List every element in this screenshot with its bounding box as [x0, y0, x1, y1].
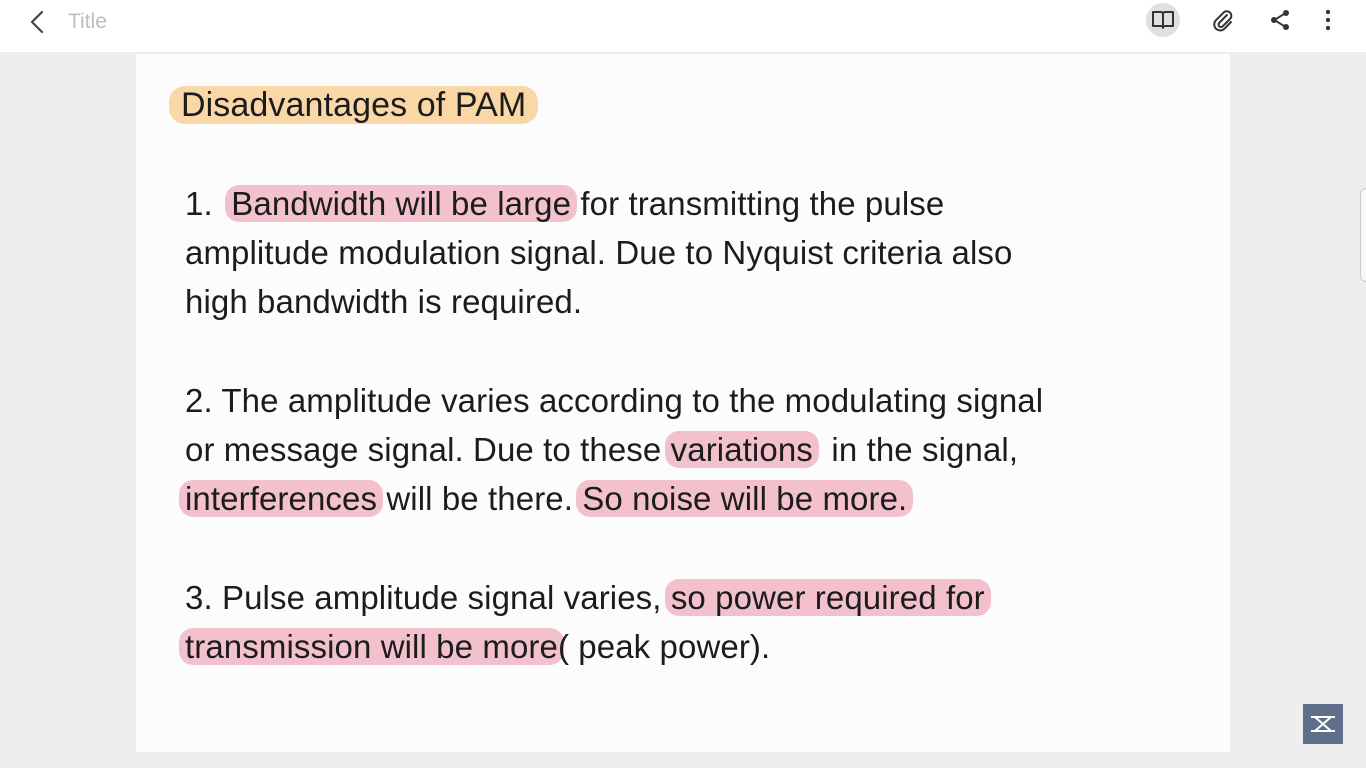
paperclip-icon	[1213, 10, 1233, 32]
reading-mode-button[interactable]	[1146, 3, 1180, 37]
point-1-number: 1.	[185, 185, 232, 222]
point-2-line-2: or message signal. Due to these variatio…	[185, 425, 1018, 474]
more-vertical-icon	[1325, 9, 1331, 31]
attach-button[interactable]	[1206, 3, 1240, 37]
share-icon	[1271, 10, 1289, 30]
share-button[interactable]	[1263, 3, 1297, 37]
top-toolbar: Title	[0, 0, 1366, 52]
point-3-text-a: 3. Pulse amplitude signal varies,	[185, 579, 671, 616]
point-2-line-1: 2. The amplitude varies according to the…	[185, 382, 1044, 419]
point-1-line-3: high bandwidth is required.	[185, 283, 583, 320]
note-title[interactable]: Title	[68, 10, 107, 33]
point-1-line-1: 1. Bandwidth will be large for transmitt…	[185, 179, 944, 228]
point-3-line-2: transmission will be more( peak power).	[179, 622, 771, 671]
more-options-button[interactable]	[1311, 3, 1345, 37]
note-heading: Disadvantages of PAM	[169, 81, 539, 130]
highlight-bandwidth: Bandwidth will be large	[225, 185, 578, 222]
point-2-text-c: will be there.	[377, 480, 583, 517]
highlight-interferences: interferences	[179, 480, 384, 517]
highlight-power: so power required for	[664, 579, 991, 616]
point-2-line-3: interferences will be there. So noise wi…	[179, 474, 914, 523]
highlight-transmission: transmission will be more	[179, 628, 564, 665]
page-scroll-handle[interactable]	[1360, 188, 1366, 282]
book-icon	[1152, 11, 1174, 29]
point-2-text-b: in the signal,	[812, 431, 1019, 468]
logo-icon	[1311, 716, 1335, 732]
heading-highlight: Disadvantages of PAM	[169, 86, 539, 124]
channel-logo	[1303, 704, 1343, 744]
point-1-line-2: amplitude modulation signal. Due to Nyqu…	[185, 234, 1013, 271]
point-2-text-a: or message signal. Due to these	[185, 431, 671, 468]
back-button[interactable]	[22, 6, 54, 38]
highlight-variations: variations	[664, 431, 819, 468]
back-arrow-icon	[30, 10, 44, 34]
point-3-text-b: ( peak power).	[557, 628, 771, 665]
highlight-noise: So noise will be more.	[576, 480, 914, 517]
point-1-text: for transmitting the pulse	[571, 185, 945, 222]
point-3-line-1: 3. Pulse amplitude signal varies, so pow…	[185, 573, 991, 622]
